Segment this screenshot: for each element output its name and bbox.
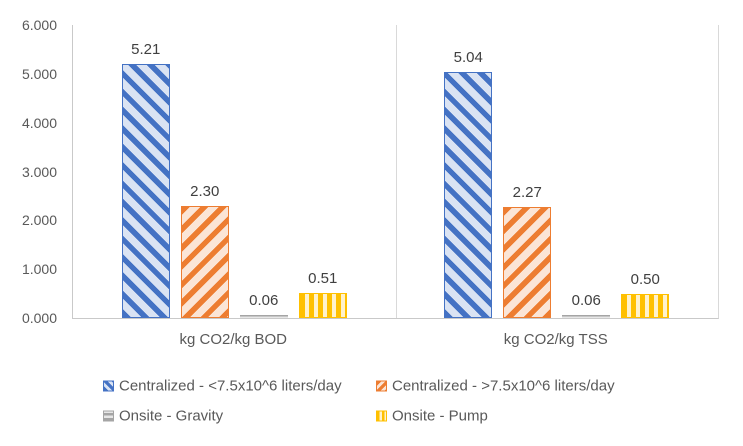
legend-swatch — [376, 380, 387, 392]
bar-series3-cat1 — [621, 293, 670, 318]
bar-value-label: 0.50 — [630, 270, 660, 288]
legend-item: Onsite - Gravity — [103, 409, 223, 424]
y-tick-label: 2.000 — [21, 212, 57, 229]
legend-swatch — [103, 380, 114, 392]
y-tick-label: 0.000 — [21, 310, 57, 326]
y-tick-label: 5.000 — [21, 65, 57, 82]
legend-item: Centralized - <7.5x10^6 liters/day — [103, 379, 342, 394]
bar-value-label: 2.27 — [512, 184, 542, 202]
legend-label: Centralized - >7.5x10^6 liters/day — [392, 377, 615, 395]
y-tick-label: 6.000 — [21, 17, 57, 33]
bar-series2-cat1 — [562, 315, 611, 318]
bar-value-label: 0.06 — [249, 292, 279, 309]
legend-label: Centralized - <7.5x10^6 liters/day — [119, 377, 342, 395]
bar-value-label: 5.04 — [453, 48, 483, 66]
bar-value-label: 2.30 — [190, 182, 220, 200]
bar-value-label: 0.51 — [308, 270, 338, 288]
bar-series3-cat0 — [298, 293, 347, 318]
legend-label: Onsite - Gravity — [119, 407, 224, 425]
bar-series1-cat1 — [503, 207, 552, 318]
legend-swatch — [103, 410, 114, 422]
category-separator-line — [395, 25, 397, 318]
legend-label: Onsite - Pump — [392, 407, 488, 425]
y-tick-label: 4.000 — [21, 114, 57, 131]
bar-series0-cat0 — [121, 63, 170, 318]
y-tick-label: 3.000 — [21, 163, 57, 180]
legend-swatch — [376, 410, 387, 422]
bar-value-label: 0.06 — [571, 292, 601, 309]
legend-item: Centralized - >7.5x10^6 liters/day — [376, 379, 615, 394]
plot-area: 5.21 2.30 0.06 0.51 5.04 2.27 0.06 0.50 — [72, 25, 719, 319]
bar-series0-cat1 — [444, 71, 493, 318]
bar-series2-cat0 — [239, 315, 288, 318]
bar-value-label: 5.21 — [131, 40, 161, 58]
x-category-label: kg CO2/kg BOD — [179, 331, 288, 348]
legend-item: Onsite - Pump — [376, 409, 488, 424]
bar-series1-cat0 — [180, 205, 229, 318]
x-category-label: kg CO2/kg TSS — [503, 331, 608, 348]
y-tick-label: 1.000 — [21, 261, 57, 278]
